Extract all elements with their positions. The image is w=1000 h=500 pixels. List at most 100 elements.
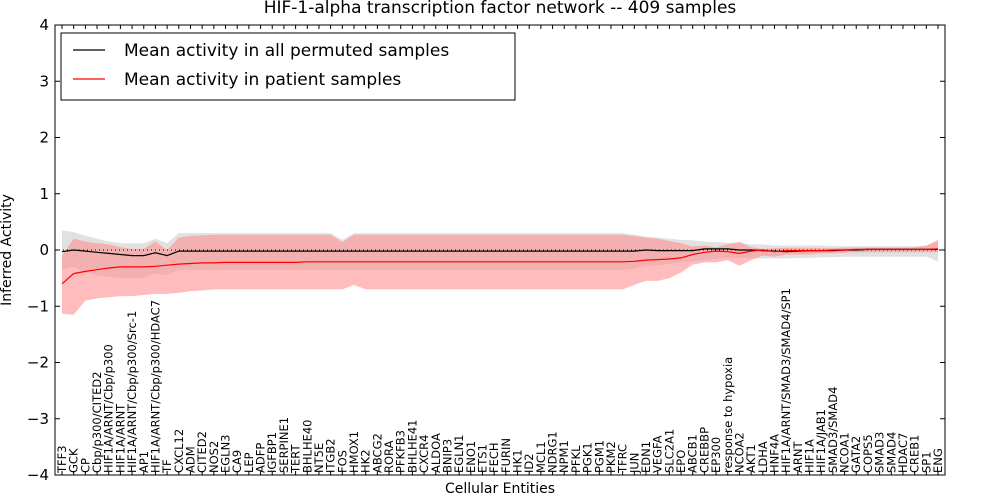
x-tick-label: SERPINE1 [277,417,291,473]
y-tick-label: 1 [39,185,49,203]
x-tick-label: ID2 [522,453,536,473]
x-tick-label: AP1 [137,451,151,473]
legend-label-patient: Mean activity in patient samples [124,70,401,90]
x-tick-label: EPO [674,450,688,473]
x-tick-label: HIF1A/JAB1 [814,409,828,473]
x-tick-label: CITED2 [195,431,209,473]
chart-title: HIF-1-alpha transcription factor network… [264,0,737,18]
x-tick-label: CA9 [230,450,244,473]
x-tick-label: ENG [931,448,945,473]
x-tick-label: TF [160,459,174,474]
x-tick-label: HIF1A/ARNT/Cbp/p300 [102,344,116,473]
x-tick-label: LDHA [756,441,770,473]
x-tick-label: FECH [487,442,501,473]
x-tick-label: EGLN1 [452,434,466,473]
x-tick-label: FURIN [499,438,513,473]
x-tick-label: HMOX1 [347,431,361,473]
x-tick-label: EGLN3 [219,434,233,473]
x-tick-label: AKT1 [744,444,758,473]
y-axis: 4 3 2 1 0 −1 −2 −3 −4 [27,16,945,484]
legend-box [60,32,516,101]
x-tick-label: ADM [184,446,198,473]
x-tick-label: HIF1A [803,439,817,473]
x-tick-label: HIF1A/ARNT/Cbp/p300/Src-1 [125,311,139,473]
x-tick-label: NCOA2 [732,432,746,473]
x-tick-label: HIF1A/ARNT/Cbp/p300/HDAC7 [148,300,162,473]
x-tick-label: ADFP [254,443,268,473]
x-tick-label: HDAC7 [896,433,910,473]
x-tick-label: ARNT [791,441,805,473]
x-tick-label: NPM1 [557,440,571,473]
y-tick-label: −1 [27,297,49,315]
x-axis-label: Cellular Entities [445,481,555,497]
x-tick-label: NCOA1 [838,432,852,473]
x-tick-label: ENO1 [464,441,478,473]
x-tick-label: CREB1 [908,435,922,474]
x-tick-label: Cbp/p300/CITED2 [90,371,104,473]
x-tick-label: CXCR4 [417,435,431,473]
x-tick-label: SP1 [919,451,933,473]
x-tick-label: HK1 [511,449,525,473]
x-tick-label: EDN1 [639,441,653,473]
x-tick-label: TERT [289,444,303,474]
x-tick-label: BHLHE41 [405,420,419,474]
y-tick-label: 3 [39,72,49,90]
x-tick-label: CP [78,458,92,473]
x-tick-label: TFF3 [55,445,69,474]
x-tick-label: SMAD3/SMAD4 [826,387,840,473]
x-tick-label: NDRG1 [546,431,560,473]
x-tick-label: COPS5 [861,434,875,473]
x-tick-label: NT5E [312,443,326,473]
y-tick-label: −2 [27,354,49,372]
y-tick-label: 0 [39,241,49,259]
series-lines [55,248,945,285]
x-tick-label: PFKL [569,445,583,473]
x-tick-label: BNIP3 [440,439,454,473]
x-tick-label: MCL1 [534,441,548,473]
x-tick-label: HIF1A/ARNT [113,403,127,473]
y-tick-label: −4 [27,466,49,484]
x-tick-label: SMAD4 [884,432,898,473]
x-tick-label: IGFBP1 [265,432,279,473]
y-axis-label: Inferred Activity [0,194,15,306]
x-tick-label: NOS2 [207,441,221,473]
confidence-bands [62,230,938,315]
y-tick-label: 4 [39,16,49,34]
x-tick-label: CXCL12 [172,429,186,473]
x-tick-label: SLC2A1 [662,429,676,473]
x-tick-label: ITGB2 [324,438,338,473]
x-tick-label: SMAD3 [873,432,887,473]
legend: Mean activity in all permuted samples Me… [60,32,516,101]
x-tick-label: HK2 [359,449,373,473]
x-tick-label: HIF1A/ARNT/SMAD3/SMAD4/SP1 [779,288,793,473]
x-tick-label: ABCB1 [686,434,700,473]
y-tick-label: −3 [27,410,49,428]
x-tick-label: HNF4A [768,434,782,473]
x-axis: TFF3GCKCPCbp/p300/CITED2HIF1A/ARNT/Cbp/p… [55,25,945,475]
x-tick-label: GATA2 [849,436,863,473]
x-tick-label: RORA [382,440,396,473]
series-line-patient [61,248,939,285]
x-tick-label: CREBBP [697,427,711,473]
x-tick-label: ABCG2 [370,433,384,473]
series-line-permuted [61,248,938,257]
x-tick-label: PGK1 [581,442,595,473]
x-tick-label: LEP [242,452,256,473]
x-tick-label: ALDOA [429,433,443,473]
x-tick-label: EP300 [709,437,723,473]
band-patient [62,234,938,315]
x-tick-label: response to hypoxia [721,357,735,473]
x-tick-label: FOS [335,450,349,473]
x-tick-label: PKM2 [604,441,618,473]
x-tick-label: JUN [627,453,641,474]
legend-label-permuted: Mean activity in all permuted samples [124,41,449,61]
x-tick-label: PGM1 [592,440,606,473]
x-tick-label: PFKFB3 [394,430,408,473]
x-tick-label: BHLHE40 [300,420,314,474]
x-tick-label: ETS1 [476,444,490,473]
x-tick-label: TFRC [616,444,630,474]
x-tick-label: VEGFA [651,435,665,473]
x-tick-label: GCK [67,448,81,473]
y-tick-label: 2 [39,129,49,147]
